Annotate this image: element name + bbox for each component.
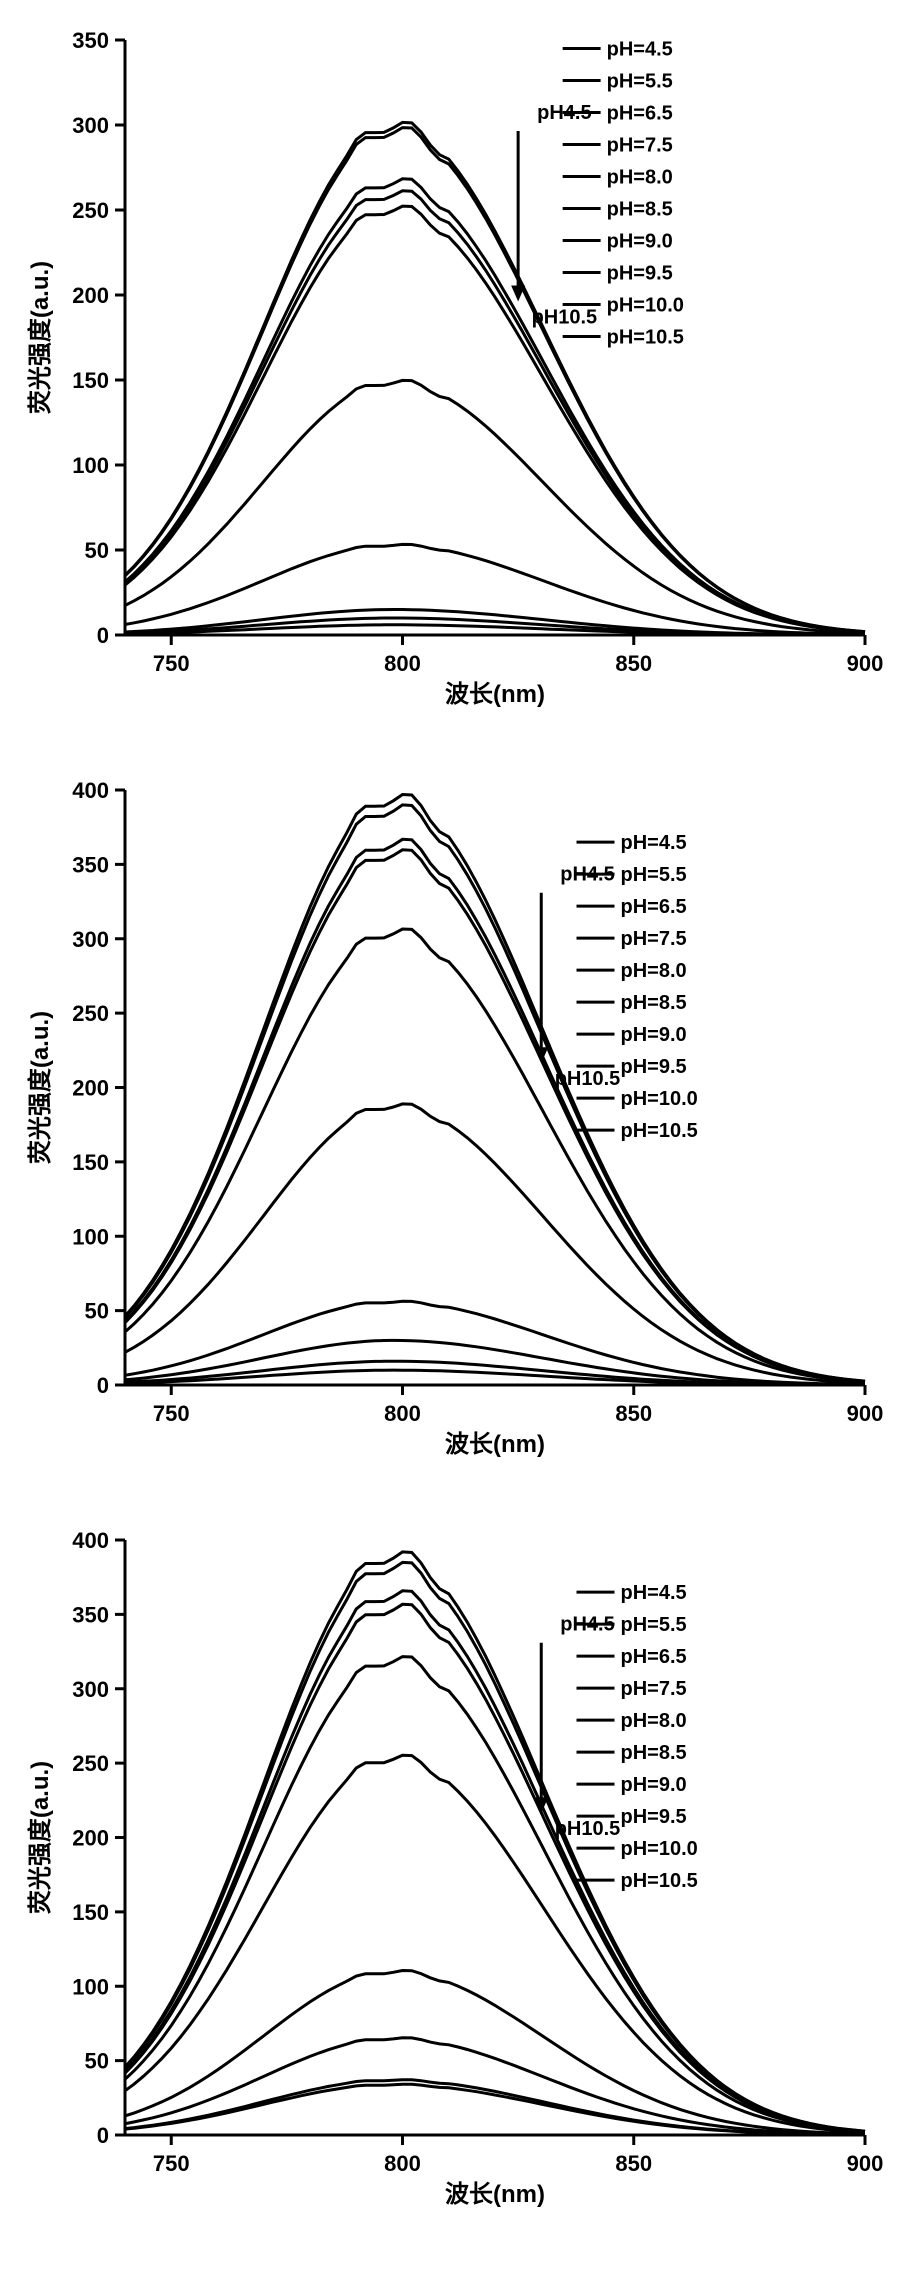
spectrum-line <box>125 191 865 632</box>
chart-svg-1: 750 800 850 900 0 50 100 150 200 250 300 350 波长(nm) 荧… <box>20 20 890 720</box>
x-tick-label: 900 <box>847 651 884 676</box>
spectrum-line <box>125 2038 865 2135</box>
arrow-head-icon <box>511 286 525 302</box>
x-tick-label: 800 <box>384 1401 421 1426</box>
legend-label: pH=10.0 <box>607 295 684 317</box>
chart-svg-2: 750 800 850 900 0 50 100 150 200 250 300 350 400 波长(n… <box>20 770 890 1470</box>
x-tick-label: 800 <box>384 2151 421 2176</box>
legend-label: pH=8.5 <box>607 199 673 221</box>
y-tick-label: 400 <box>72 1528 109 1553</box>
x-axis-label: 波长(nm) <box>445 1431 545 1458</box>
y-tick-label: 250 <box>72 1751 109 1776</box>
spectrum-line <box>125 1552 865 2131</box>
x-tick-label: 900 <box>847 1401 884 1426</box>
legend-label: pH=9.0 <box>621 1774 687 1796</box>
y-tick-label: 100 <box>72 453 109 478</box>
y-tick-label: 400 <box>72 778 109 803</box>
legend-label: pH=5.5 <box>621 864 687 886</box>
legend-label: pH=10.5 <box>621 1870 698 1892</box>
legend-label: pH=8.5 <box>621 1742 687 1764</box>
x-tick-label: 750 <box>153 1401 190 1426</box>
y-tick-label: 300 <box>72 113 109 138</box>
y-tick-label: 50 <box>85 1299 109 1324</box>
x-tick-label: 800 <box>384 651 421 676</box>
legend-label: pH=9.5 <box>607 263 673 285</box>
arrow-bottom-label: pH10.5 <box>555 1068 621 1090</box>
x-tick-label: 850 <box>615 651 652 676</box>
legend-label: pH=10.5 <box>621 1120 698 1142</box>
arrow-bottom-label: pH10.5 <box>532 307 598 329</box>
spectrum-line <box>125 1104 865 1383</box>
y-tick-label: 350 <box>72 1602 109 1627</box>
y-tick-label: 200 <box>72 1826 109 1851</box>
legend-label: pH=9.0 <box>621 1024 687 1046</box>
legend-label: pH=8.0 <box>621 1710 687 1732</box>
legend-label: pH=10.5 <box>607 327 684 349</box>
y-tick-label: 100 <box>72 1224 109 1249</box>
legend-label: pH=4.5 <box>621 1582 687 1604</box>
x-axis-label: 波长(nm) <box>445 681 545 708</box>
y-tick-label: 150 <box>72 1150 109 1175</box>
chart-2: 750 800 850 900 0 50 100 150 200 250 300 350 400 波长(n… <box>20 770 890 1470</box>
x-tick-label: 750 <box>153 651 190 676</box>
x-tick-label: 850 <box>615 1401 652 1426</box>
y-axis-label: 荧光强度(a.u.) <box>26 1761 54 1914</box>
y-tick-label: 0 <box>97 1373 109 1398</box>
spectrum-line <box>125 1755 865 2132</box>
legend-label: pH=10.0 <box>621 1088 698 1110</box>
y-tick-label: 250 <box>72 1001 109 1026</box>
spectrum-line <box>125 929 865 1382</box>
legend-label: pH=9.0 <box>607 231 673 253</box>
legend-label: pH=7.5 <box>621 928 687 950</box>
arrow-bottom-label: pH10.5 <box>555 1818 621 1840</box>
legend-label: pH=9.5 <box>621 1806 687 1828</box>
y-tick-label: 300 <box>72 927 109 952</box>
y-tick-label: 200 <box>72 1076 109 1101</box>
y-tick-label: 150 <box>72 1900 109 1925</box>
chart-3: 750 800 850 900 0 50 100 150 200 250 300 350 400 波长(n… <box>20 1520 890 2220</box>
y-tick-label: 200 <box>72 283 109 308</box>
legend-label: pH=8.5 <box>621 992 687 1014</box>
x-tick-label: 750 <box>153 2151 190 2176</box>
legend-label: pH=9.5 <box>621 1056 687 1078</box>
y-tick-label: 350 <box>72 852 109 877</box>
y-tick-label: 150 <box>72 368 109 393</box>
spectrum-line <box>125 1562 865 2131</box>
legend-label: pH=7.5 <box>607 135 673 157</box>
y-tick-label: 0 <box>97 623 109 648</box>
y-tick-label: 350 <box>72 28 109 53</box>
chart-svg-3: 750 800 850 900 0 50 100 150 200 250 300 350 400 波长(n… <box>20 1520 890 2220</box>
spectrum-line <box>125 128 865 632</box>
legend-label: pH=6.5 <box>621 1646 687 1668</box>
legend-label: pH=10.0 <box>621 1838 698 1860</box>
chart-1: 750 800 850 900 0 50 100 150 200 250 300 350 波长(nm) 荧… <box>20 20 890 720</box>
y-tick-label: 300 <box>72 1677 109 1702</box>
y-tick-label: 50 <box>85 2049 109 2074</box>
legend-label: pH=5.5 <box>621 1614 687 1636</box>
spectrum-line <box>125 805 865 1381</box>
legend-label: pH=4.5 <box>607 39 673 61</box>
y-tick-label: 250 <box>72 198 109 223</box>
spectrum-line <box>125 795 865 1382</box>
y-axis-label: 荧光强度(a.u.) <box>26 1011 54 1164</box>
legend-label: pH=5.5 <box>607 71 673 93</box>
legend-label: pH=8.0 <box>607 167 673 189</box>
x-tick-label: 850 <box>615 2151 652 2176</box>
y-tick-label: 0 <box>97 2123 109 2148</box>
y-axis-label: 荧光强度(a.u.) <box>26 261 54 414</box>
legend-label: pH=7.5 <box>621 1678 687 1700</box>
legend-label: pH=8.0 <box>621 960 687 982</box>
legend-label: pH=6.5 <box>607 103 673 125</box>
spectrum-line <box>125 1657 865 2132</box>
x-axis-label: 波长(nm) <box>445 2181 545 2208</box>
legend-label: pH=4.5 <box>621 832 687 854</box>
legend-label: pH=6.5 <box>621 896 687 918</box>
y-tick-label: 50 <box>85 538 109 563</box>
spectrum-line <box>125 122 865 631</box>
x-tick-label: 900 <box>847 2151 884 2176</box>
y-tick-label: 100 <box>72 1974 109 1999</box>
